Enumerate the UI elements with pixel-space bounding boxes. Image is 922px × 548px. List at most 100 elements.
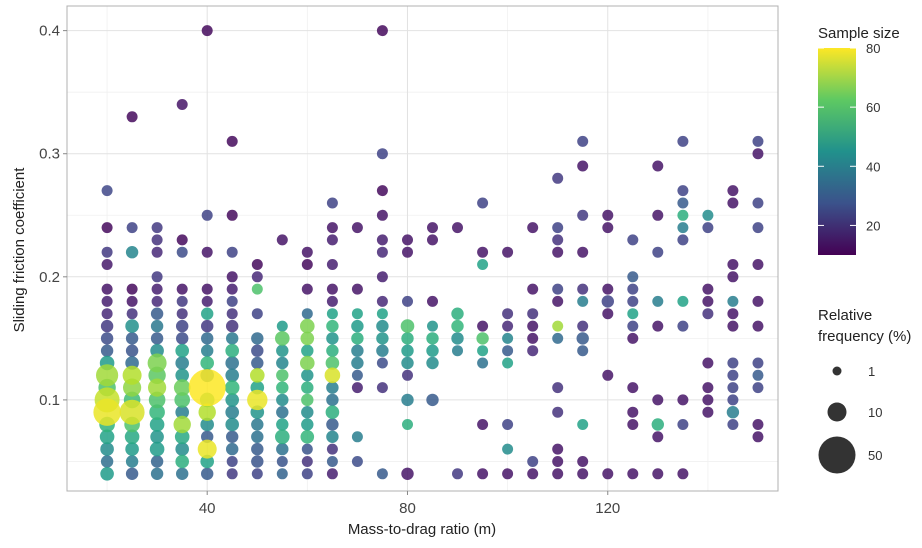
data-point: [251, 271, 263, 283]
data-point: [126, 111, 138, 123]
data-point: [96, 364, 119, 387]
data-point: [175, 442, 189, 456]
data-point: [301, 308, 313, 320]
data-point: [351, 283, 363, 295]
data-point: [251, 332, 264, 345]
data-point: [224, 380, 240, 395]
data-point: [752, 369, 764, 381]
data-point: [627, 283, 639, 295]
data-point: [176, 295, 188, 307]
data-point: [101, 246, 113, 258]
data-point: [652, 160, 664, 172]
data-point: [627, 468, 639, 480]
data-point: [175, 343, 189, 358]
x-tick-label: 120: [595, 500, 620, 517]
data-point: [401, 344, 414, 357]
data-point: [149, 404, 165, 421]
data-point: [119, 399, 145, 425]
data-point: [552, 382, 564, 394]
data-point: [351, 431, 363, 443]
data-point: [702, 283, 714, 295]
data-point: [101, 222, 113, 234]
data-point: [200, 454, 214, 469]
data-point: [301, 406, 314, 419]
data-point: [326, 344, 339, 357]
data-point: [652, 431, 664, 443]
data-point: [126, 283, 138, 295]
data-point: [452, 222, 463, 234]
data-point: [301, 369, 314, 382]
data-point: [226, 442, 239, 456]
data-point: [276, 344, 289, 357]
data-point: [552, 443, 564, 455]
data-point: [276, 442, 289, 456]
data-point: [577, 419, 589, 430]
data-point: [326, 234, 338, 246]
data-point: [427, 234, 438, 246]
data-point: [125, 455, 139, 468]
data-point: [401, 332, 414, 345]
data-point: [477, 357, 489, 369]
data-point: [301, 456, 313, 467]
data-point: [502, 419, 514, 430]
data-point: [677, 419, 689, 430]
data-point: [727, 295, 739, 307]
data-point: [175, 368, 189, 383]
data-point: [150, 307, 164, 320]
colorbar-tick-label: 40: [866, 159, 880, 174]
data-point: [577, 209, 589, 221]
data-point: [225, 405, 239, 420]
data-point: [477, 197, 489, 209]
data-point: [577, 160, 589, 172]
data-point: [527, 332, 539, 344]
data-point: [627, 295, 639, 307]
data-point: [577, 345, 589, 357]
data-point: [251, 259, 263, 270]
data-point: [300, 355, 315, 371]
data-point: [150, 319, 164, 333]
data-point: [727, 185, 739, 197]
data-point: [276, 406, 289, 419]
data-point: [627, 419, 639, 430]
data-point: [527, 345, 539, 357]
data-point: [752, 357, 764, 369]
data-point: [702, 357, 714, 369]
data-point: [702, 406, 714, 418]
data-point: [601, 295, 614, 308]
axes: 40 80 120 0.1 0.2 0.3 0.4: [39, 23, 620, 517]
data-point: [752, 320, 764, 332]
data-point: [726, 406, 740, 419]
data-point: [477, 468, 489, 480]
data-point: [351, 456, 363, 467]
y-axis-label: Sliding friction coefficient: [11, 167, 28, 333]
data-point: [577, 246, 589, 258]
data-point: [301, 418, 314, 431]
data-point: [502, 468, 514, 480]
data-point: [376, 382, 388, 394]
data-point: [101, 259, 113, 270]
data-point: [301, 283, 313, 295]
data-point: [452, 468, 463, 480]
data-point: [376, 468, 388, 480]
data-point: [502, 332, 514, 344]
data-point: [125, 467, 139, 480]
data-point: [376, 209, 388, 221]
data-point: [326, 443, 338, 455]
data-point: [148, 378, 167, 397]
data-point: [226, 209, 238, 221]
data-point: [376, 332, 389, 345]
data-point: [351, 382, 363, 394]
data-point: [201, 295, 213, 307]
data-point: [552, 246, 564, 258]
data-point: [502, 320, 514, 332]
data-point: [226, 319, 239, 333]
color-legend: Sample size 20 40 60 80: [818, 25, 900, 255]
data-point: [301, 443, 313, 455]
data-point: [226, 246, 238, 258]
data-point: [652, 320, 664, 332]
data-point: [452, 345, 463, 357]
data-point: [148, 391, 166, 409]
data-point: [477, 320, 489, 332]
data-point: [125, 332, 139, 345]
data-point: [427, 222, 438, 234]
